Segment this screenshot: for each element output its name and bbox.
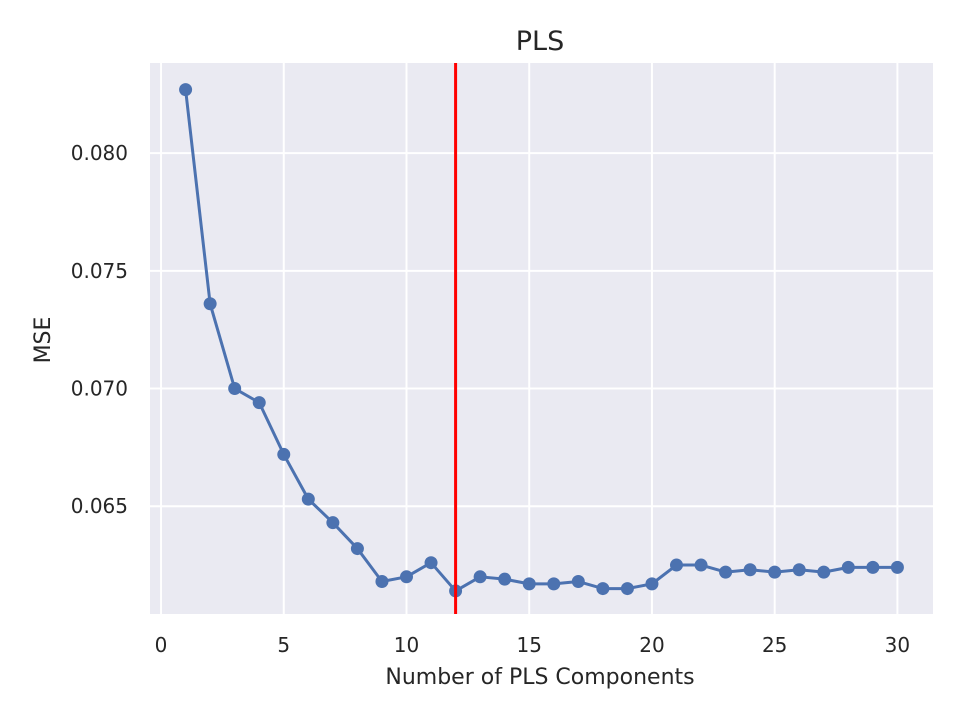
x-tick-label: 10 bbox=[394, 633, 419, 657]
data-point bbox=[547, 577, 561, 591]
data-point bbox=[179, 83, 193, 97]
y-tick-label: 0.065 bbox=[71, 494, 128, 518]
y-tick-labels: 0.065 0.070 0.075 0.080 bbox=[71, 141, 128, 518]
grid-lines bbox=[150, 63, 933, 614]
x-tick-label: 25 bbox=[762, 633, 787, 657]
data-point bbox=[645, 577, 659, 591]
data-point bbox=[719, 565, 733, 579]
data-point bbox=[522, 577, 536, 591]
data-point bbox=[841, 560, 855, 574]
data-point bbox=[596, 582, 610, 596]
data-point bbox=[768, 565, 782, 579]
x-tick-label: 15 bbox=[517, 633, 542, 657]
data-point bbox=[743, 563, 757, 577]
data-point bbox=[473, 570, 487, 584]
y-axis-label: MSE bbox=[31, 317, 56, 364]
x-tick-label: 5 bbox=[277, 633, 290, 657]
data-point bbox=[866, 560, 880, 574]
y-tick-label: 0.075 bbox=[71, 259, 128, 283]
data-point bbox=[350, 542, 364, 556]
data-point bbox=[326, 516, 340, 530]
plot-area bbox=[150, 63, 933, 614]
x-tick-label: 30 bbox=[885, 633, 910, 657]
x-tick-labels: 0 5 10 15 20 25 30 bbox=[155, 633, 910, 657]
data-point bbox=[890, 560, 904, 574]
data-point bbox=[670, 558, 683, 572]
data-point bbox=[620, 582, 634, 596]
x-tick-label: 20 bbox=[639, 633, 664, 657]
data-point bbox=[400, 570, 413, 584]
data-point bbox=[792, 563, 806, 577]
data-point bbox=[301, 492, 315, 506]
y-tick-label: 0.070 bbox=[71, 377, 128, 401]
series-layer bbox=[179, 83, 904, 598]
data-point bbox=[424, 556, 438, 570]
data-point bbox=[694, 558, 708, 572]
data-point bbox=[571, 575, 585, 589]
data-point bbox=[277, 447, 291, 461]
data-point bbox=[375, 575, 389, 589]
data-point bbox=[498, 572, 512, 586]
data-point bbox=[817, 565, 831, 579]
data-point bbox=[252, 396, 266, 410]
data-point bbox=[203, 297, 217, 311]
x-tick-label: 0 bbox=[155, 633, 168, 657]
chart-title: PLS bbox=[516, 26, 564, 57]
y-tick-label: 0.080 bbox=[71, 141, 128, 165]
data-point bbox=[228, 382, 242, 396]
x-axis-label: Number of PLS Components bbox=[385, 665, 694, 690]
